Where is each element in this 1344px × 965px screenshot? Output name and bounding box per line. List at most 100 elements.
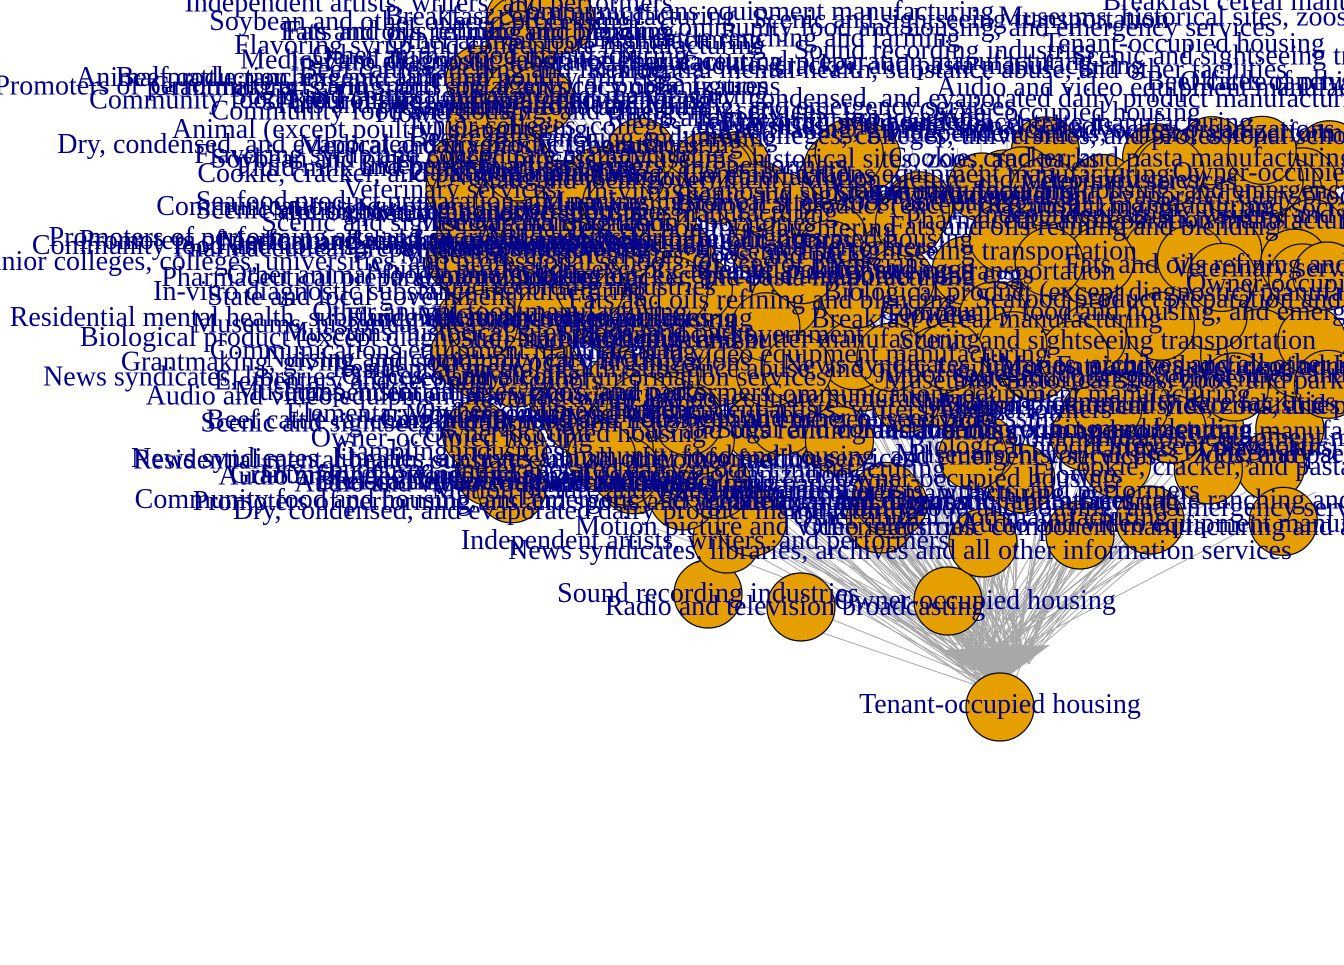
node-label: Medical and diagnostic laboratories <box>298 130 698 161</box>
node-label: Grantmaking, giving, and social advocacy… <box>121 346 751 377</box>
node-label: Promoters of performing arts and sports … <box>0 71 769 102</box>
node-label: Residential mental health, substance abu… <box>133 445 834 476</box>
cluster-node <box>851 461 922 532</box>
label-layer: Tenant-occupied housing Owner-occupied ho… <box>0 1 1344 720</box>
node-label: Veterinary services <box>1197 438 1344 469</box>
edge <box>818 459 1016 664</box>
node-label-invitro: In-vitro diagnostic substance manufactur… <box>153 276 647 307</box>
node-label: Owner-occupied housing <box>835 463 1117 494</box>
cluster-node <box>477 454 547 524</box>
node-label-cookie: Cookie, cracker, and pasta manufacturing <box>197 158 662 189</box>
node-label: Communications equipment manufacturing <box>508 0 995 27</box>
edge-arrowheads <box>940 645 1050 675</box>
node-label: Beef cattle ranching and farming <box>409 123 778 154</box>
node-news <box>948 508 1018 578</box>
node-label: News syndicates, libraries, archives and… <box>783 349 1344 380</box>
node-label: Community food and housing, and emergenc… <box>399 91 1015 122</box>
node-tenant <box>965 672 1035 742</box>
node-label: Community food and housing, and emergenc… <box>835 175 1344 206</box>
node-label: Tenant-occupied housing <box>1043 28 1325 59</box>
node-label: Flavoring syrup and concentrate manufact… <box>194 139 726 170</box>
node-label: Independent artists, writers, and perfor… <box>184 0 672 18</box>
cluster-node <box>1187 242 1257 313</box>
node-label: Audio and video equipment manufacturing <box>567 338 1049 369</box>
node-label: Beef cattle ranching and farming <box>1080 485 1344 516</box>
node-label: Breakfast cereal manufacturing <box>345 224 696 255</box>
node-label: Radio and television broadcasting <box>333 465 713 496</box>
node-label: Fats and oils refining and blending <box>568 284 958 315</box>
node-label: Breakfast cereal manufacturing <box>1102 0 1344 17</box>
node-label: Sound recording industries <box>794 35 1096 66</box>
edge-radio-tenant <box>800 606 1003 689</box>
node-label-fats: Fats and oils refining and blending <box>285 16 675 47</box>
cluster-node <box>814 118 884 188</box>
node-label: Flavoring syrup and concentrate manufact… <box>721 107 1253 138</box>
node-label: Other animal food manufacturing <box>312 296 688 327</box>
node-label: Gambling industries <box>410 157 638 188</box>
node-label: Flavoring syrup and concentrate manufact… <box>458 383 990 414</box>
node-label-statelocal: State and local government <box>207 281 513 312</box>
node-label: Owner-occupied housing <box>415 395 697 426</box>
node-label-animal: Animal (except poultry) slaughtering <box>172 114 588 145</box>
node-label-flowers: Flowers <box>375 98 465 129</box>
node-label: News syndicates, libraries, archives and… <box>43 362 827 393</box>
node-label: Seafood product preparation and packagin… <box>975 284 1344 315</box>
node-label: Veterinary services <box>1171 252 1344 283</box>
node-label: Pharmaceutical preparation manufacturing <box>905 204 1344 235</box>
node-label: Museums, historical sites, zoos, and par… <box>883 365 1344 396</box>
node-label: Flowers <box>627 385 717 416</box>
node-label: Scenic and sightseeing transportation <box>720 235 1138 266</box>
node-label-soybean: Soybean and other oilseed processing <box>209 6 630 37</box>
node-label: Dry, condensed, and evaporated dairy pro… <box>873 180 1344 211</box>
cluster-node <box>442 400 512 470</box>
node-label: Motion picture and video industries <box>432 474 832 505</box>
node-label: Breakfast cereal manufacturing <box>811 304 1162 335</box>
node-label: Community food and housing, and emergenc… <box>211 96 827 127</box>
node-label-dry: Dry, condensed, and evaporated dairy pro… <box>57 129 742 160</box>
node-label: Scenic and sightseeing transportation <box>1071 40 1344 71</box>
node-label: Owner-occupied housing <box>311 422 593 453</box>
node-label: Sugar and confectionery product manufact… <box>717 414 1253 445</box>
node-label: Residential mental health, substance abu… <box>332 353 1033 384</box>
cluster-node <box>1199 352 1270 422</box>
node-label: Animal production, except cattle and pou… <box>365 254 973 285</box>
node-label: Promoters of performing arts and sports … <box>49 222 823 253</box>
node-label-elementary: Elementary and secondary schools <box>286 398 674 429</box>
node-label: Owner-occupied housing <box>424 418 706 449</box>
node-label: Pharmaceutical preparation manufacturing <box>616 46 1093 77</box>
node-label: Motion picture and video industries <box>999 351 1344 382</box>
node-label-promoters: Promoters of performing arts and sports … <box>193 486 967 517</box>
cluster-node <box>500 204 570 274</box>
dense-cluster-layer: In-vitro diagnostic substance manufactur… <box>0 0 1344 557</box>
node-label: Offices of physicians <box>1095 432 1332 463</box>
node-label: Community food and housing, and emergenc… <box>778 492 1344 523</box>
cluster-node <box>1082 428 1152 498</box>
node-label: Fats and oils refining and blending <box>1065 249 1344 280</box>
node-label: Independent artists, writers, and perfor… <box>712 475 1200 506</box>
cluster-node <box>448 289 519 359</box>
node-label: Scenic and sightseeing transportation <box>899 325 1317 356</box>
node-sugar <box>505 65 575 135</box>
node-label: State and local government <box>558 319 864 350</box>
node-label: Grantmaking, giving, and social advocacy… <box>150 71 780 102</box>
node-label: Audio and video equipment manufacturing <box>936 72 1344 103</box>
node-label-grantmaking: Grantmaking, giving, and social advocacy… <box>230 459 860 490</box>
node-label: Cookie, cracker, and pasta manufacturing <box>888 143 1344 174</box>
node-label-other: Other animal food manufacturing <box>312 40 688 71</box>
node-label-motion: Motion picture and video industries <box>575 511 975 542</box>
node-label: Dry, condensed, and evaporated dairy pro… <box>693 83 1344 114</box>
cluster-node <box>481 338 551 408</box>
node-label-nursing: Nursing and community care facilities <box>265 343 694 374</box>
cluster-node <box>1014 227 1084 297</box>
node-label: State and local government <box>460 325 766 356</box>
node-label: State and local government <box>953 362 1259 393</box>
node-label: Community food and housing, and emergenc… <box>880 296 1344 327</box>
node-label-offices: Offices of physicians <box>341 360 578 391</box>
cluster-node <box>767 235 837 305</box>
node-label: Flavoring syrup and concentrate manufact… <box>891 415 1344 446</box>
node-label: Independent artists, writers, and perfor… <box>624 394 1112 425</box>
node-label: Nursing and community care facilities <box>907 386 1336 417</box>
node-label: Audio and video equipment manufacturing <box>218 460 700 491</box>
